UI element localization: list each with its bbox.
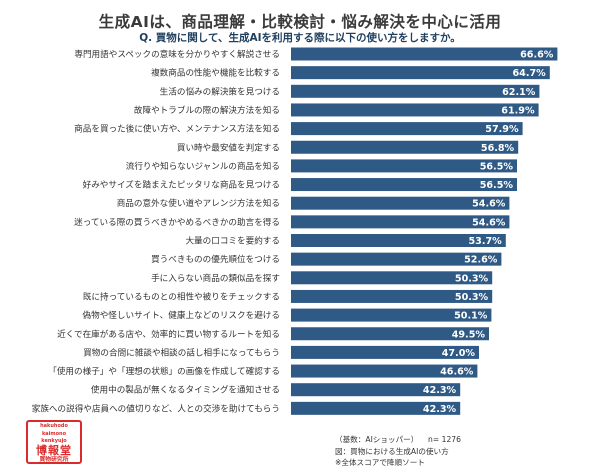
value-label: 47.0% xyxy=(442,348,476,359)
bar xyxy=(291,178,517,192)
category-label: 故障やトラブルの際の解決方法を知る xyxy=(134,104,280,116)
value-label: 61.9% xyxy=(501,105,535,116)
value-label: 56.5% xyxy=(480,161,514,172)
category-label: 迷っている際の買うべきかやめるべきかの助言を得る xyxy=(74,216,280,228)
bar xyxy=(291,122,523,136)
value-label: 50.3% xyxy=(455,273,489,284)
value-label: 50.3% xyxy=(455,292,489,303)
chart-notes: （基数：AIショッパー） n= 1276 図：買物における生成AIの使い方 ※全… xyxy=(335,434,461,469)
bar xyxy=(291,401,461,415)
bars-layer: 専門用語やスペックの意味を分かりやすく解説させる 66.6% 複数商品の性能や機能を… xyxy=(32,47,558,415)
category-label: 手に入らない商品の類似品を探す xyxy=(151,272,280,284)
notes-n: n= 1276 xyxy=(428,435,461,444)
bar xyxy=(291,308,492,322)
value-label: 66.6% xyxy=(520,50,554,61)
category-label: 既に持っているものとの相性や被りをチェックする xyxy=(83,290,280,302)
category-label: 買物の合間に雑談や相談の話し相手になってもらう xyxy=(83,346,280,358)
bar xyxy=(291,345,479,359)
category-label: 買い時や最安値を判定する xyxy=(177,141,280,153)
value-label: 54.6% xyxy=(472,217,506,228)
value-label: 53.7% xyxy=(469,236,503,247)
logo-text-en-1: hakuhodo xyxy=(40,423,68,429)
bar xyxy=(291,215,510,229)
category-label: 偽物や怪しいサイト、健康上などのリスクを避ける xyxy=(83,309,281,321)
bar xyxy=(291,196,510,210)
value-label: 52.6% xyxy=(464,255,498,266)
category-label: 家族への説得や店員への値切りなど、人との交渉を助けてもらう xyxy=(32,402,280,414)
bar xyxy=(291,271,493,285)
category-label: 商品を買った後に使い方や、メンテナンス方法を知る xyxy=(74,123,280,135)
logo-text-en-3: kenkyujo xyxy=(41,438,67,445)
bar xyxy=(291,103,539,117)
bar xyxy=(291,47,558,61)
hakuhodo-kaimono-logo: hakuhodo kaimono kenkyujo 博報堂 買物研究所 xyxy=(26,420,82,464)
bar xyxy=(291,252,502,266)
category-label: 専門用語やスペックの意味を分かりやすく解説させる xyxy=(74,48,280,60)
value-label: 49.5% xyxy=(452,329,486,340)
category-label: 使用中の製品が無くなるタイミングを通知させる xyxy=(91,384,280,396)
value-label: 56.8% xyxy=(481,143,515,154)
logo-text-jp-2: 買物研究所 xyxy=(39,456,69,463)
category-label: 生活の悩みの解決策を見つける xyxy=(160,85,280,97)
category-label: 商品の意外な使い道やアレンジ方法を知る xyxy=(117,197,280,209)
category-label: 買うべきものの優先順位をつける xyxy=(151,253,280,265)
value-label: 42.3% xyxy=(423,385,457,396)
bar xyxy=(291,234,506,247)
bar xyxy=(291,364,478,378)
value-label: 54.6% xyxy=(472,199,506,210)
category-label: 近くで在庫がある店や、効率的に買い物するルートを知る xyxy=(57,328,280,340)
chart-title: 生成AIは、商品理解・比較検討・悩み解決を中心に活用 xyxy=(98,13,502,31)
value-label: 62.1% xyxy=(502,87,536,98)
question-text: Q. 買物に関して、生成AIを利用する際に以下の使い方をしますか。 xyxy=(139,32,461,44)
notes-base-row: （基数：AIショッパー） n= 1276 xyxy=(335,434,461,446)
value-label: 57.9% xyxy=(485,124,519,135)
value-label: 64.7% xyxy=(513,68,547,79)
category-label: 流行りや知らないジャンルの商品を知る xyxy=(126,160,280,172)
logo-text-en-2: kaimono xyxy=(41,430,67,437)
category-label: 複数商品の性能や機能を比較する xyxy=(151,67,280,79)
bar xyxy=(291,383,461,397)
value-label: 46.6% xyxy=(440,367,474,378)
logo-text-jp-1: 博報堂 xyxy=(36,443,72,457)
notes-figure-title: 図：買物における生成AIの使い方 xyxy=(335,446,449,456)
bar xyxy=(291,159,517,173)
category-label: 大量の口コミを要約する xyxy=(185,235,280,247)
value-label: 56.5% xyxy=(480,180,514,191)
category-label: 好みやサイズを踏まえたピッタリな商品を見つける xyxy=(83,179,280,191)
value-label: 50.1% xyxy=(454,311,488,322)
notes-base: （基数：AIショッパー） xyxy=(335,435,419,444)
category-label: 「使用の様子」や「理想の状態」の画像を作成して確認する xyxy=(48,365,280,377)
bar xyxy=(291,84,540,98)
value-label: 42.3% xyxy=(423,404,457,415)
bar xyxy=(291,140,519,154)
bar xyxy=(291,66,550,80)
bar xyxy=(291,327,489,341)
notes-sort: ※全体スコアで降順ソート xyxy=(335,458,425,467)
bar xyxy=(291,289,493,303)
